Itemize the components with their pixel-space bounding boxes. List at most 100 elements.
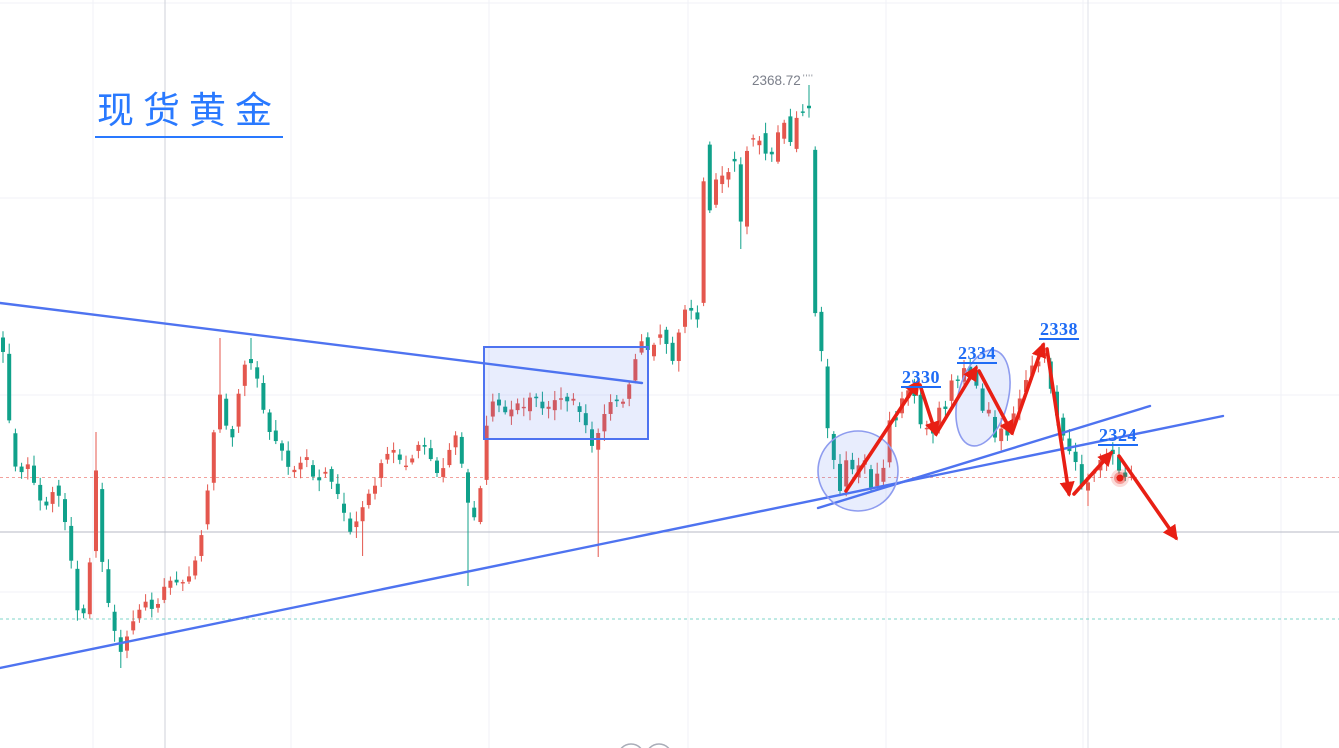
candle-body xyxy=(397,454,402,460)
candle-body xyxy=(422,445,427,447)
trendline-ascending-support-long[interactable] xyxy=(0,414,1225,670)
candle-body xyxy=(1123,472,1128,477)
candle-body xyxy=(187,576,191,582)
candle-body xyxy=(621,401,625,404)
candle-body xyxy=(273,430,278,442)
candle-body xyxy=(193,560,198,576)
price-annotation-2334[interactable]: 2334 xyxy=(957,343,997,364)
candle-body xyxy=(819,311,824,352)
candle-body xyxy=(410,458,415,463)
candle-body xyxy=(87,562,92,615)
candle-body xyxy=(838,463,842,491)
zoom-in-button[interactable] xyxy=(646,743,672,748)
price-dot-core xyxy=(1116,474,1124,482)
candle-body xyxy=(441,468,446,477)
trend-arrow[interactable] xyxy=(1117,454,1178,541)
candle-body xyxy=(807,105,811,109)
candle-body xyxy=(714,179,718,205)
trendline-ascending-support-short[interactable] xyxy=(816,404,1152,510)
candle-body xyxy=(94,470,98,552)
candle-body xyxy=(205,490,210,525)
candle-body xyxy=(379,463,384,479)
candle-body xyxy=(1086,482,1090,491)
candle-body xyxy=(149,599,154,609)
candle-body xyxy=(980,388,985,411)
trend-arrow[interactable] xyxy=(1072,450,1114,496)
candle-body xyxy=(664,329,669,344)
candle-body xyxy=(689,307,694,311)
current-price-dot xyxy=(1111,469,1129,487)
candle-body xyxy=(354,521,359,528)
candle-body xyxy=(565,396,570,402)
candle-body xyxy=(137,609,142,619)
candle-body xyxy=(416,444,421,451)
candle-body xyxy=(7,353,12,421)
trend-arrow[interactable] xyxy=(1045,347,1075,497)
candle-body xyxy=(831,433,836,460)
chart-title-label[interactable]: 现货黄金 xyxy=(95,91,283,138)
price-annotation-2324[interactable]: 2324 xyxy=(1098,425,1138,446)
candle-body xyxy=(472,507,477,518)
breakout-zone-rect[interactable] xyxy=(483,346,649,440)
candle-body xyxy=(993,416,997,438)
candle-body xyxy=(292,469,297,473)
candle-body xyxy=(490,401,495,417)
trend-arrow[interactable] xyxy=(1010,342,1047,435)
candle-body xyxy=(918,394,923,425)
candle-body xyxy=(577,406,582,412)
price-annotation-2330[interactable]: 2330 xyxy=(901,367,941,388)
trend-arrow[interactable] xyxy=(977,369,1014,436)
candle-body xyxy=(552,400,557,411)
candle-body xyxy=(776,132,780,162)
candle-body xyxy=(75,568,80,611)
candle-body xyxy=(745,150,749,227)
price-level-lines xyxy=(0,477,1339,620)
candle-body xyxy=(63,499,67,523)
candle-body xyxy=(199,535,204,556)
candle-body xyxy=(1,337,5,352)
trendline-descending-resistance[interactable] xyxy=(0,301,644,385)
candle-body xyxy=(503,406,508,413)
candle-body xyxy=(769,151,774,155)
candle-body xyxy=(125,636,129,651)
trend-arrow[interactable] xyxy=(844,379,920,493)
candle-body xyxy=(763,133,768,154)
candle-body xyxy=(373,485,377,494)
candle-body xyxy=(794,117,799,149)
candle-body xyxy=(44,501,49,506)
candle-body xyxy=(559,398,563,400)
candle-body xyxy=(782,122,787,139)
candle-body xyxy=(118,637,123,652)
candle-body xyxy=(738,164,743,222)
candle-body xyxy=(1117,456,1121,471)
candle-body xyxy=(937,407,942,429)
projection-arrows xyxy=(844,342,1178,541)
candle-body xyxy=(1036,361,1041,367)
candle-body xyxy=(466,472,470,503)
candle-body xyxy=(224,398,229,426)
candle-body xyxy=(236,393,241,427)
candle-body xyxy=(261,383,266,410)
candle-body xyxy=(583,413,588,426)
candle-body xyxy=(1024,380,1028,392)
trend-arrow[interactable] xyxy=(918,383,940,437)
candle-body xyxy=(335,483,340,495)
candle-body xyxy=(683,309,687,327)
candle-body xyxy=(720,175,725,185)
candle-body xyxy=(100,489,105,562)
candle-body xyxy=(1067,438,1072,452)
candle-body xyxy=(999,428,1004,442)
candle-body xyxy=(342,503,346,513)
candle-body xyxy=(459,436,464,464)
trend-arrow[interactable] xyxy=(934,365,978,436)
trendlines xyxy=(0,301,1225,670)
candle-body xyxy=(311,465,315,477)
price-annotation-2338[interactable]: 2338 xyxy=(1039,319,1079,340)
candle-body xyxy=(943,406,948,409)
candle-body xyxy=(19,466,24,473)
candle-body xyxy=(56,485,61,496)
candle-body xyxy=(924,427,929,430)
zoom-out-button[interactable] xyxy=(618,743,644,748)
